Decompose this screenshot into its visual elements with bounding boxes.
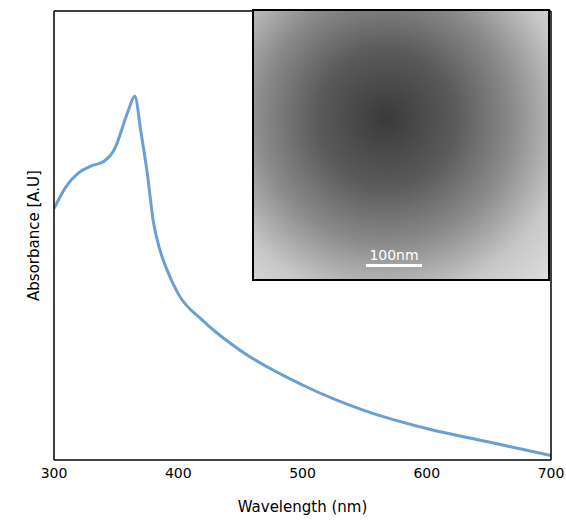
svg-text:700: 700: [538, 465, 565, 481]
html-text:100nm: 100nm: [369, 247, 419, 263]
svg-text:Wavelength (nm): Wavelength (nm): [238, 498, 368, 516]
svg-text:600: 600: [413, 465, 440, 481]
svg-text:400: 400: [165, 465, 192, 481]
svg-text:500: 500: [289, 465, 316, 481]
svg-text:Absorbance [A.U]: Absorbance [A.U]: [25, 170, 43, 301]
svg-text:300: 300: [41, 465, 68, 481]
